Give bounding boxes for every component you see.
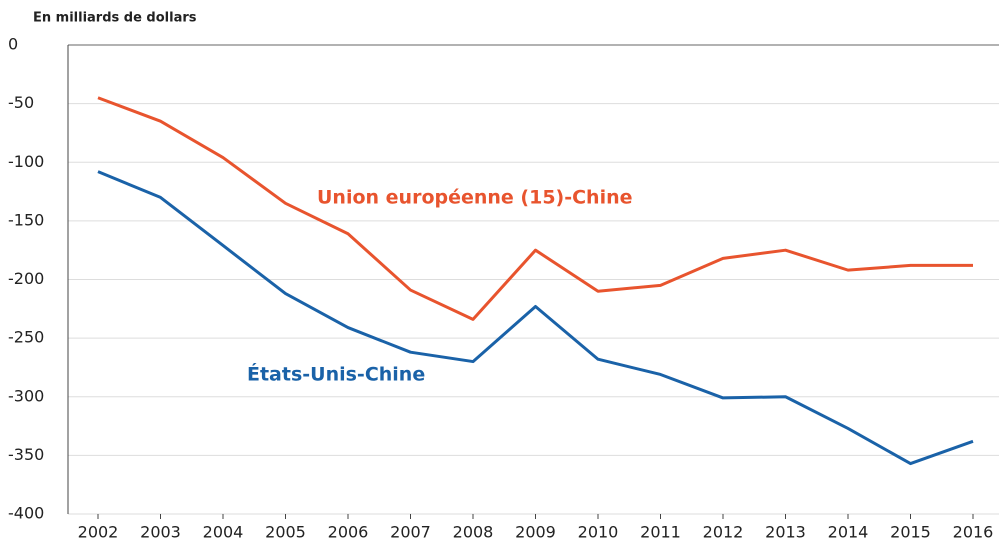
y-tick-label: 0	[8, 35, 18, 54]
series-line	[97, 170, 974, 466]
x-tick-label: 2004	[203, 523, 244, 542]
series-label: Union européenne (15)-Chine	[317, 187, 633, 209]
x-tick-label: 2003	[140, 523, 181, 542]
x-tick-label: 2002	[78, 523, 119, 542]
x-tick-label: 2008	[453, 523, 494, 542]
x-tick-label: 2006	[328, 523, 369, 542]
y-axis-label: En milliards de dollars	[33, 11, 197, 26]
y-tick-label: -300	[8, 386, 44, 405]
x-tick-label: 2007	[390, 523, 431, 542]
x-tick-label: 2011	[640, 523, 681, 542]
series-label: États-Unis-Chine	[247, 363, 425, 386]
y-tick-label: -150	[8, 210, 44, 229]
x-tick-label: 2015	[890, 523, 931, 542]
y-tick-label: -400	[8, 504, 44, 523]
y-tick-label: -200	[8, 269, 44, 288]
y-tick-label: -250	[8, 328, 44, 347]
y-tick-label: -350	[8, 445, 44, 464]
y-tick-label: -100	[8, 152, 44, 171]
x-tick-label: 2005	[265, 523, 306, 542]
y-tick-label: -50	[8, 93, 34, 112]
x-tick-label: 2010	[578, 523, 619, 542]
x-tick-label: 2016	[953, 523, 994, 542]
series-line	[97, 96, 973, 321]
x-tick-label: 2012	[703, 523, 744, 542]
x-tick-label: 2009	[515, 523, 556, 542]
x-tick-label: 2014	[828, 523, 869, 542]
x-tick-label: 2013	[765, 523, 806, 542]
